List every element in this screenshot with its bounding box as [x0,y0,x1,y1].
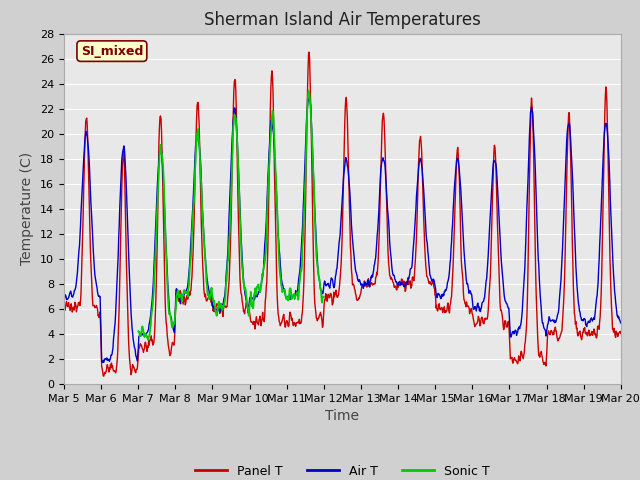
Panel T [133,366,141,372]
Air T [208,299,216,304]
X-axis label: Time: Time [325,409,360,423]
Title: Sherman Island Air Temperatures: Sherman Island Air Temperatures [204,11,481,29]
Panel T [208,302,216,308]
Air T [305,96,312,101]
Line: Air T: Air T [64,98,621,362]
Legend: Panel T, Air T, Sonic T: Panel T, Air T, Sonic T [191,460,494,480]
Panel T [464,303,472,309]
Y-axis label: Temperature (C): Temperature (C) [20,152,35,265]
Line: Sonic T: Sonic T [138,91,324,340]
Air T [99,360,106,365]
Panel T [582,331,589,336]
Air T [133,358,141,364]
Panel T [268,73,275,79]
Text: SI_mixed: SI_mixed [81,45,143,58]
Air T [349,236,356,242]
Panel T [349,282,356,288]
Sonic T [208,285,216,290]
Panel T [617,331,625,336]
Line: Panel T: Panel T [64,52,621,376]
Sonic T [267,129,275,135]
Air T [268,118,275,123]
Air T [464,281,472,287]
Panel T [305,49,313,55]
Air T [582,322,589,328]
Panel T [60,306,68,312]
Air T [617,320,625,326]
Air T [60,295,68,301]
Panel T [100,373,108,379]
